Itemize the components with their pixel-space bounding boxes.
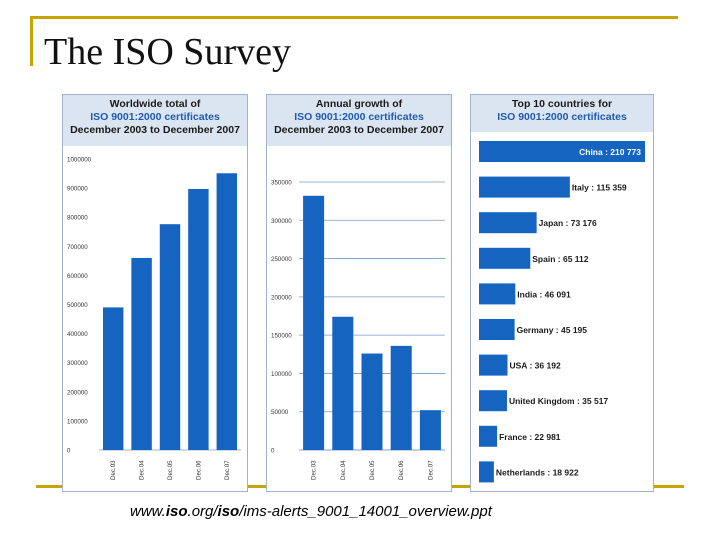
slide-title: The ISO Survey bbox=[44, 31, 291, 73]
bar bbox=[479, 354, 508, 376]
chart-title-line3: December 2003 to December 2007 bbox=[70, 124, 240, 136]
y-tick-label: 400000 bbox=[67, 331, 88, 338]
bar bbox=[216, 173, 238, 450]
x-tick-label: Dec.06 bbox=[195, 460, 202, 480]
url-part: /ims-alerts_9001_14001_overview.ppt bbox=[239, 503, 492, 520]
y-tick-label: 0 bbox=[67, 448, 71, 455]
chart-title-line1: Worldwide total of bbox=[109, 98, 201, 110]
top-rule bbox=[30, 16, 678, 19]
y-tick-label: 300000 bbox=[271, 218, 292, 225]
source-url[interactable]: www.iso.org/iso/ims-alerts_9001_14001_ov… bbox=[130, 503, 492, 520]
bar-label: Spain : 65 112 bbox=[532, 254, 588, 264]
chart-top-countries: China : 210 773 Italy : 115 359 Japan : 73… bbox=[479, 141, 645, 483]
chart-annual-growth: 0 50000 100000 150000 200000 250000 300000 3500… bbox=[271, 180, 445, 480]
bar bbox=[188, 188, 209, 450]
y-tick-label: 100000 bbox=[67, 418, 88, 425]
bar-label: India : 46 091 bbox=[517, 289, 571, 299]
y-tick-label: 350000 bbox=[271, 180, 292, 187]
url-part: .org/ bbox=[187, 503, 218, 520]
y-tick-label: 800000 bbox=[67, 215, 88, 222]
y-tick-label: 100000 bbox=[271, 371, 292, 378]
chart-title-line2: ISO 9001:2000 certificates bbox=[497, 111, 627, 123]
y-tick-label: 200000 bbox=[271, 294, 292, 301]
bar bbox=[159, 224, 181, 450]
url-part: iso bbox=[165, 503, 188, 520]
bar-label: United Kingdom : 35 517 bbox=[509, 396, 608, 406]
chart-panel-top-countries: Top 10 countries for ISO 9001:2000 certi… bbox=[470, 94, 654, 492]
chart-panel-annual-growth: Annual growth of ISO 9001:2000 certifica… bbox=[266, 94, 452, 492]
chart-title-line2: ISO 9001:2000 certificates bbox=[90, 111, 220, 123]
x-tick-label: Dec.07 bbox=[427, 460, 434, 480]
bar bbox=[479, 212, 537, 234]
bar bbox=[479, 141, 645, 162]
y-tick-label: 1000000 bbox=[67, 157, 92, 164]
bar bbox=[303, 195, 325, 450]
bar bbox=[479, 283, 516, 305]
x-tick-label: Dec.03 bbox=[110, 460, 117, 480]
chart-panel-worldwide-total: Worldwide total of ISO 9001:2000 certifi… bbox=[62, 94, 248, 492]
x-tick-label: Dec.05 bbox=[167, 460, 174, 480]
bar bbox=[479, 319, 515, 340]
bar-label: China : 210 773 bbox=[579, 147, 641, 157]
bar-label: Netherlands : 18 922 bbox=[496, 467, 579, 477]
x-tick-label: Dec.07 bbox=[224, 460, 231, 480]
y-tick-label: 900000 bbox=[67, 186, 88, 193]
chart-header: Top 10 countries for ISO 9001:2000 certi… bbox=[471, 95, 653, 132]
chart-title-line3: December 2003 to December 2007 bbox=[274, 124, 444, 136]
url-part: www. bbox=[130, 503, 166, 520]
x-tick-label: Dec.06 bbox=[398, 460, 405, 480]
chart-title-line1: Top 10 countries for bbox=[511, 98, 613, 110]
bar-label: France : 22 981 bbox=[499, 432, 561, 442]
y-tick-label: 200000 bbox=[67, 389, 88, 396]
chart-header: Annual growth of ISO 9001:2000 certifica… bbox=[267, 95, 451, 146]
y-tick-label: 500000 bbox=[67, 302, 88, 309]
bar bbox=[479, 461, 494, 483]
bar bbox=[332, 316, 354, 450]
y-tick-label: 700000 bbox=[67, 244, 88, 251]
y-tick-label: 150000 bbox=[271, 333, 292, 340]
x-tick-label: Dec.04 bbox=[139, 460, 146, 480]
bar bbox=[479, 176, 570, 198]
y-tick-label: 50000 bbox=[271, 409, 289, 416]
chart-header: Worldwide total of ISO 9001:2000 certifi… bbox=[63, 95, 247, 146]
bar-label: Germany : 45 195 bbox=[517, 325, 588, 335]
bar bbox=[479, 425, 498, 447]
bar-label: Japan : 73 176 bbox=[539, 218, 597, 228]
y-tick-label: 600000 bbox=[67, 273, 88, 280]
bar bbox=[479, 247, 531, 269]
bar bbox=[390, 345, 412, 450]
bar-label: Italy : 115 359 bbox=[572, 183, 627, 193]
chart-title-line1: Annual growth of bbox=[315, 98, 403, 110]
bar bbox=[479, 390, 507, 412]
bar bbox=[131, 257, 152, 450]
x-tick-label: Dec.03 bbox=[311, 460, 318, 480]
bar-label: USA : 36 192 bbox=[510, 361, 561, 371]
bar bbox=[419, 410, 441, 450]
y-tick-label: 250000 bbox=[271, 256, 292, 263]
chart-title-line2: ISO 9001:2000 certificates bbox=[294, 111, 424, 123]
chart-worldwide-total: 0 100000 200000 300000 400000 500000 600000 700… bbox=[67, 157, 241, 480]
bar bbox=[102, 307, 124, 450]
y-tick-label: 0 bbox=[271, 448, 275, 455]
x-tick-label: Dec.05 bbox=[369, 460, 376, 480]
left-rule bbox=[30, 16, 33, 66]
bar bbox=[361, 353, 383, 450]
x-tick-label: Dec.04 bbox=[340, 460, 347, 480]
url-part: iso bbox=[217, 503, 240, 520]
y-tick-label: 300000 bbox=[67, 360, 88, 367]
